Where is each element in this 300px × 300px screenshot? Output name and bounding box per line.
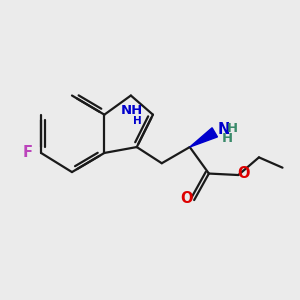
Text: H: H <box>133 116 142 126</box>
Polygon shape <box>190 128 218 147</box>
Text: N: N <box>218 122 230 137</box>
Text: H: H <box>226 122 238 135</box>
Text: F: F <box>23 146 33 160</box>
Text: H: H <box>222 132 233 145</box>
Text: NH: NH <box>121 104 143 117</box>
Text: O: O <box>237 166 250 181</box>
Text: O: O <box>181 191 193 206</box>
